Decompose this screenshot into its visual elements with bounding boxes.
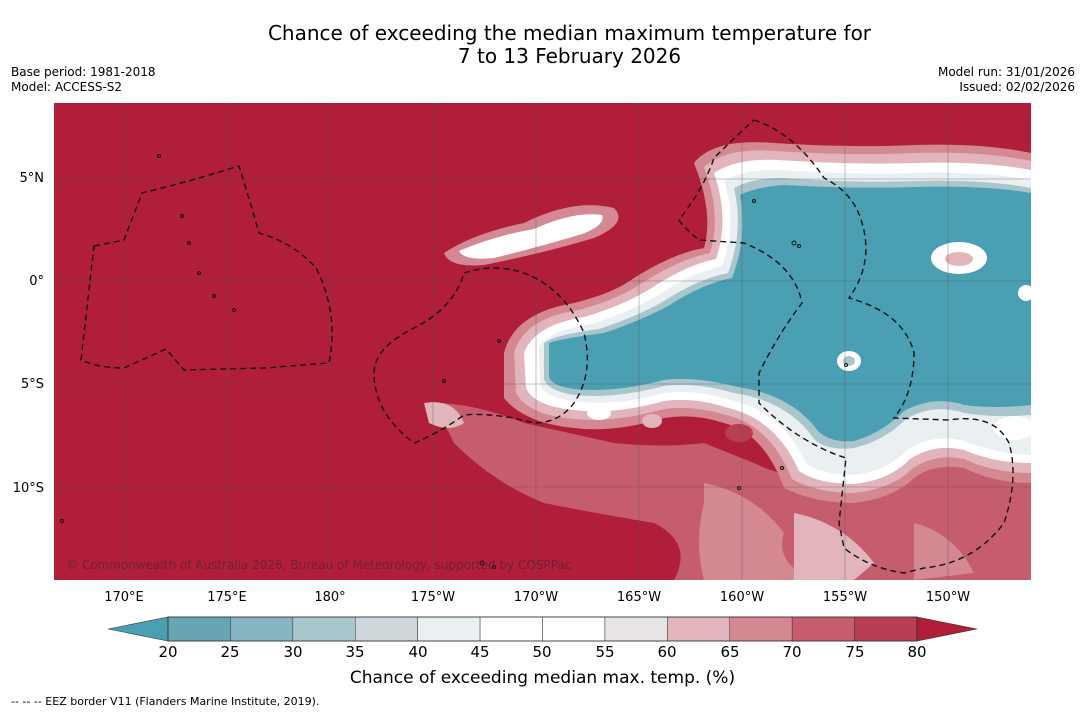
colorbar-segment-3 <box>355 616 418 642</box>
lat-label-0: 0° <box>29 274 44 289</box>
colorbar-segment-11 <box>854 616 918 642</box>
copyright-notice: © Commonwealth of Australia 2026, Bureau… <box>66 558 572 572</box>
colorbar-segments <box>167 616 918 642</box>
colorbar-tick-80: 80 <box>907 643 927 661</box>
colorbar-tick-40: 40 <box>408 643 428 661</box>
colorbar-segment-1 <box>230 616 294 642</box>
colorbar-tick-65: 65 <box>720 643 740 661</box>
colorbar-segment-6 <box>542 616 606 642</box>
colorbar-tick-60: 60 <box>657 643 677 661</box>
model-label: Model: ACCESS-S2 <box>11 80 123 94</box>
lon-label-175w: 175°W <box>410 590 456 605</box>
colorbar-tick-35: 35 <box>345 643 365 661</box>
colorbar-segment-10 <box>791 616 855 642</box>
lat-label-10s: 10°S <box>12 481 44 496</box>
issued-label: Issued: 02/02/2026 <box>959 80 1075 94</box>
colorbar-tick-20: 20 <box>158 643 178 661</box>
moderate-probability-patches <box>424 402 1031 580</box>
colorbar <box>108 616 978 642</box>
colorbar-segment-9 <box>729 616 793 642</box>
lon-label-165w: 165°W <box>616 590 662 605</box>
cool-anomaly-region <box>504 142 1031 503</box>
colorbar-low-extend <box>108 616 169 642</box>
base-period-label: Base period: 1981-2018 <box>11 65 156 79</box>
colorbar-tick-30: 30 <box>283 643 303 661</box>
colorbar-segment-8 <box>667 616 730 642</box>
graticule <box>54 103 1031 580</box>
colorbar-high-extend <box>916 616 978 642</box>
forecast-map[interactable]: © Commonwealth of Australia 2026, Bureau… <box>54 103 1031 580</box>
colorbar-tick-50: 50 <box>532 643 552 661</box>
map-title-line2: 7 to 13 February 2026 <box>457 44 682 68</box>
colorbar-label: Chance of exceeding median max. temp. (%… <box>349 668 736 688</box>
colorbar-segment-5 <box>479 616 543 642</box>
model-run-label: Model run: 31/01/2026 <box>937 65 1075 79</box>
colorbar-tick-45: 45 <box>470 643 490 661</box>
lat-label-5n: 5°N <box>19 171 45 186</box>
lon-label-180: 180° <box>314 590 346 605</box>
lon-label-155w: 155°W <box>822 590 868 605</box>
colorbar-segment-2 <box>292 616 356 642</box>
colorbar-tick-25: 25 <box>220 643 240 661</box>
north-ridge-inner <box>459 214 603 259</box>
eez-borders <box>80 119 1014 574</box>
lon-label-170e: 170°E <box>104 590 144 605</box>
forecast-map-canvas <box>54 103 1031 580</box>
lon-label-175e: 175°E <box>207 590 247 605</box>
eez-footnote: -- -- -- EEZ border V11 (Flanders Marine… <box>11 695 320 708</box>
colorbar-segment-4 <box>417 616 481 642</box>
colorbar-tick-55: 55 <box>595 643 615 661</box>
lon-label-150w: 150°W <box>925 590 971 605</box>
lat-label-5s: 5°S <box>20 377 44 392</box>
island-outlines <box>60 154 848 569</box>
colorbar-segment-0 <box>167 616 231 642</box>
lon-label-160w: 160°W <box>719 590 765 605</box>
colorbar-tick-75: 75 <box>845 643 865 661</box>
colorbar-segment-7 <box>604 616 668 642</box>
colorbar-tick-70: 70 <box>782 643 802 661</box>
lon-label-170w: 170°W <box>513 590 559 605</box>
map-title-line1: Chance of exceeding the median maximum t… <box>267 21 872 45</box>
